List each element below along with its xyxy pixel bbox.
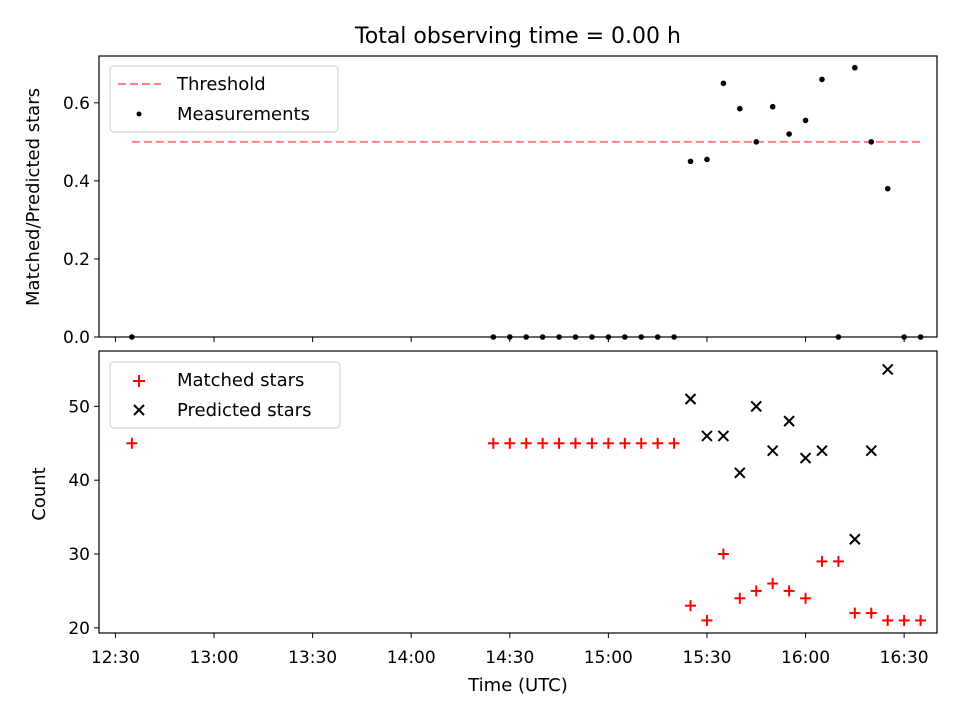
top-plot-frame [98,55,938,338]
x-tick-label: 13:00 [190,648,239,668]
predicted-stars-point [865,444,877,457]
matched-stars-point [487,437,499,449]
top-y-tick-label: 0.6 [63,94,90,114]
matched-stars-point [586,437,598,449]
top-y-tick-label: 0.4 [63,172,90,192]
matched-stars-point [504,437,516,449]
matched-stars-point [832,555,844,567]
predicted-stars-point [734,467,746,479]
matched-stars-point [734,592,746,604]
matched-stars-point [701,614,713,626]
matched-stars-point [619,437,631,449]
matched-stars-point [767,578,779,590]
predicted-stars-point [816,444,828,457]
predicted-stars-point [684,393,697,405]
predicted-stars-point [701,430,713,442]
measurement-point [868,139,875,145]
measurement-point [704,156,710,163]
bottom-y-tick-label: 20 [68,619,90,639]
measurements-legend-marker [136,111,142,117]
bottom-y-tick-label: 30 [68,545,90,565]
matched-stars-point [520,437,532,449]
measurement-point [852,64,858,71]
x-tick-label: 13:30 [288,648,337,668]
matched-stars-point [717,548,729,560]
matched-stars-point [898,614,910,626]
matched-stars-point [126,437,138,449]
measurement-point [737,105,743,112]
predicted-stars-legend-marker [133,404,145,416]
matched-stars-point [602,437,614,449]
matched-stars-point [816,555,828,567]
matched-stars-point [570,437,582,449]
matched-stars-point [635,437,647,449]
matched-stars-point [553,437,565,449]
top-y-tick-label: 0.2 [63,250,90,270]
measurement-point [769,103,776,110]
measurement-point [819,76,825,83]
matched-stars-point [800,592,812,604]
bottom-plot-frame [98,350,938,634]
top-y-axis-label: Matched/Predicted stars [23,88,44,306]
matched-stars-legend-marker [133,375,145,387]
matched-stars-point [750,585,762,597]
measurement-point [687,158,694,165]
predicted-stars-point [783,415,795,427]
matched-stars-point [882,614,894,626]
matched-stars-point [668,437,680,449]
predicted-stars-point [849,533,861,545]
x-tick-label: 15:00 [584,648,633,668]
top-panel: 0.0 0.2 0.4 0.6 Matched/Predicted stars Thr… [23,55,938,348]
bottom-y-axis-label: Count [29,467,50,520]
bottom-panel: 20 30 40 50 12:30 13:00 13:30 14:00 14:30 15:00 15… [29,350,938,668]
bottom-y-tick-label: 40 [68,471,90,491]
matched-stars-point [652,437,664,449]
x-tick-label: 15:30 [682,648,731,668]
predicted-stars-point [799,452,812,464]
x-tick-label: 12:30 [91,648,140,668]
predicted-stars-legend-label: Predicted stars [177,400,311,421]
top-y-tick-label: 0.0 [63,328,90,348]
matched-stars-point [915,614,927,626]
measurement-point [786,131,792,137]
matched-stars-legend-label: Matched stars [177,370,304,391]
top-legend: Threshold Measurements [109,65,339,133]
measurement-point [884,185,891,192]
x-tick-label: 14:00 [387,648,436,668]
predicted-stars-point [766,444,779,457]
predicted-stars-point [881,363,894,376]
bottom-y-tick-label: 50 [68,397,90,417]
measurements-legend-label: Measurements [177,104,310,125]
matched-stars-point [685,600,697,612]
x-tick-label: 16:30 [880,648,929,668]
matched-stars-point [865,607,877,619]
threshold-legend-label: Threshold [176,74,266,95]
predicted-stars-point [750,400,762,413]
chart-title: Total observing time = 0.00 h [354,24,681,49]
matched-stars-point [537,437,549,449]
measurement-point [720,80,727,87]
predicted-stars-point [717,430,730,442]
measurement-point [753,139,760,145]
x-axis-label: Time (UTC) [467,675,568,696]
bottom-legend: Matched stars Predicted stars [109,361,341,429]
x-tick-label: 16:00 [781,648,830,668]
measurement-point [802,117,809,124]
x-tick-label: 14:30 [485,648,534,668]
matched-stars-point [849,607,861,619]
matched-stars-point [783,585,795,597]
